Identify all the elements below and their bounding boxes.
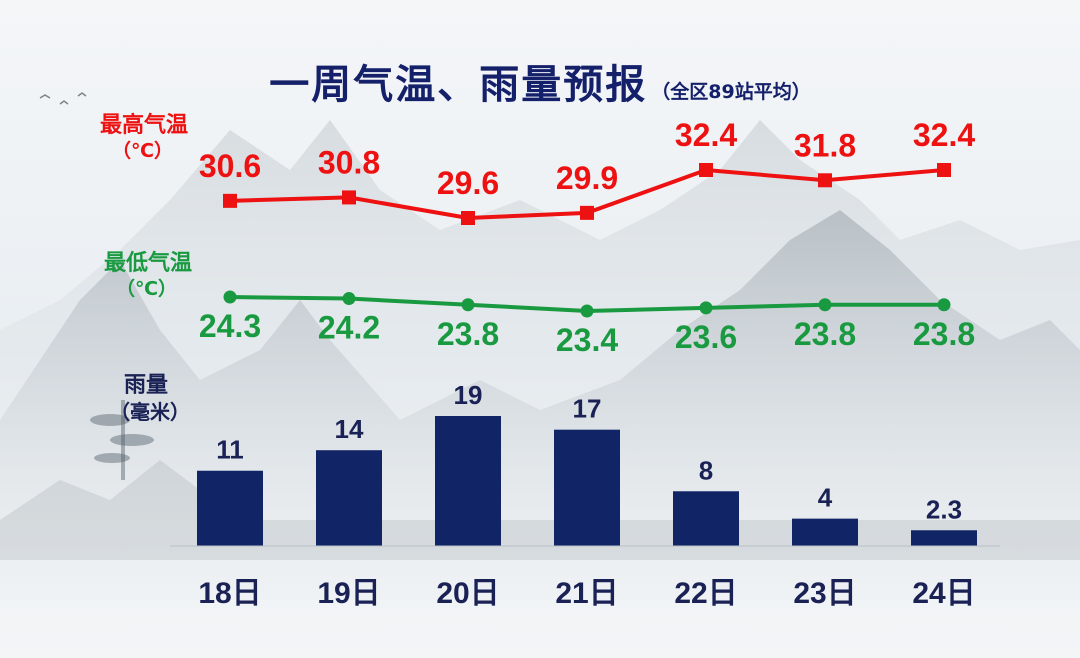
rain-bar <box>554 429 620 546</box>
low-temp-marker <box>580 304 594 318</box>
high-temp-value-label: 29.6 <box>437 165 499 201</box>
rain-bar <box>911 530 977 546</box>
rain-bar <box>197 470 263 546</box>
rain-bar <box>673 491 739 546</box>
low-temp-value-label: 24.2 <box>318 310 380 346</box>
high-temp-value-label: 32.4 <box>675 117 737 153</box>
high-temp-value-label: 30.6 <box>199 148 261 184</box>
high-temp-marker <box>937 163 951 177</box>
high-temp-marker <box>818 173 832 188</box>
high-temp-unit: （℃） <box>112 139 174 162</box>
low-temp-value-label: 23.8 <box>437 316 499 352</box>
high-temp-label: 最高气温 （℃） <box>100 112 188 163</box>
low-temp-label-text: 最低气温 <box>104 251 193 276</box>
high-temp-value-label: 29.9 <box>556 160 618 196</box>
title-subtitle: （全区89站平均） <box>651 81 811 103</box>
x-tick-label: 21日 <box>555 577 618 610</box>
x-tick-label: 18日 <box>198 577 261 610</box>
low-temp-value-label: 23.6 <box>675 319 737 355</box>
low-temp-marker <box>818 298 832 312</box>
rain-label-text: 雨量 <box>124 373 169 398</box>
low-temp-label: 最低气温 （℃） <box>104 250 192 301</box>
high-temp-value-label: 30.8 <box>318 144 380 180</box>
near-mountains <box>0 210 1080 600</box>
rain-value-label: 8 <box>699 455 713 485</box>
rain-unit: （毫米） <box>110 399 190 424</box>
low-temp-marker <box>699 301 713 315</box>
low-temp-marker <box>937 298 951 312</box>
rain-label: 雨量 （毫米） <box>110 372 190 425</box>
low-temp-value-label: 24.3 <box>199 308 261 344</box>
rain-value-label: 17 <box>573 394 602 424</box>
chart-title: 一周气温、雨量预报 （全区89站平均） <box>0 52 1080 110</box>
x-tick-label: 20日 <box>436 577 499 610</box>
birds-icon <box>39 92 87 105</box>
x-tick-label: 22日 <box>674 577 737 610</box>
low-temp-marker <box>342 292 356 306</box>
rain-bar <box>435 416 501 546</box>
low-temp-marker <box>223 290 237 304</box>
rain-value-label: 2.3 <box>926 494 962 524</box>
rain-bar <box>792 518 858 546</box>
high-temp-value-label: 32.4 <box>913 117 975 153</box>
low-temp-value-label: 23.8 <box>794 316 856 352</box>
high-temp-marker <box>699 163 713 177</box>
high-temp-label-text: 最高气温 <box>100 113 189 138</box>
rain-value-label: 4 <box>818 483 833 513</box>
title-main: 一周气温、雨量预报 <box>269 62 648 108</box>
x-tick-label: 19日 <box>317 577 380 610</box>
x-tick-label: 23日 <box>793 577 856 610</box>
high-temp-marker <box>580 205 594 220</box>
low-temp-value-label: 23.8 <box>913 316 975 352</box>
low-temp-value-label: 23.4 <box>556 322 618 358</box>
high-temp-marker <box>342 190 356 205</box>
high-temp-marker <box>223 193 237 208</box>
low-temp-marker <box>461 298 475 312</box>
high-temp-marker <box>461 211 475 225</box>
high-temp-value-label: 31.8 <box>794 127 856 163</box>
low-temp-unit: （℃） <box>116 277 178 300</box>
rain-value-label: 11 <box>216 435 244 465</box>
rain-value-label: 19 <box>454 380 483 410</box>
x-tick-label: 24日 <box>912 577 975 610</box>
rain-value-label: 14 <box>335 414 364 444</box>
pine-tree-icon <box>90 400 154 480</box>
rain-bar <box>316 450 382 546</box>
